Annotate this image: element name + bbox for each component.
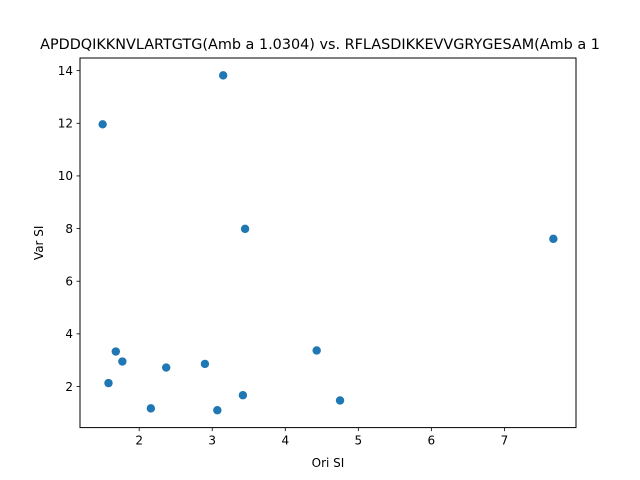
x-tick-label: 3 [208,434,216,448]
x-tick-label: 2 [135,434,143,448]
x-axis-label: Ori SI [312,456,345,470]
y-tick-label: 2 [65,380,73,394]
data-point [111,347,120,356]
plot-frame [79,57,577,429]
y-tick-label: 6 [65,275,73,289]
data-points [98,71,558,415]
y-tick-label: 10 [58,169,73,183]
chart-title: APDDQIKKNVLARTGTG(Amb a 1.0304) vs. RFLA… [40,37,600,53]
data-point [98,120,107,129]
x-tick-label: 5 [354,434,362,448]
data-point [312,346,321,355]
data-point [335,396,345,405]
y-tick-label: 8 [65,222,73,236]
x-axis-ticks: 2 3 4 5 6 7 [135,427,509,448]
data-point [104,378,113,388]
x-tick-label: 4 [281,434,289,448]
y-tick-label: 12 [58,117,73,131]
data-point [213,406,222,415]
data-point [238,391,248,400]
data-point [218,71,228,80]
data-point [240,224,250,234]
x-tick-label: 6 [428,434,436,448]
data-point [200,359,210,369]
data-point [146,404,156,413]
x-tick-label: 7 [501,434,509,448]
data-point [118,357,127,366]
y-tick-label: 14 [58,64,73,78]
data-point [161,363,171,372]
y-tick-label: 4 [65,327,73,341]
y-axis-label: Var SI [32,226,46,261]
data-point [549,234,558,244]
y-axis-ticks: 2 4 6 8 10 12 14 [58,64,80,394]
